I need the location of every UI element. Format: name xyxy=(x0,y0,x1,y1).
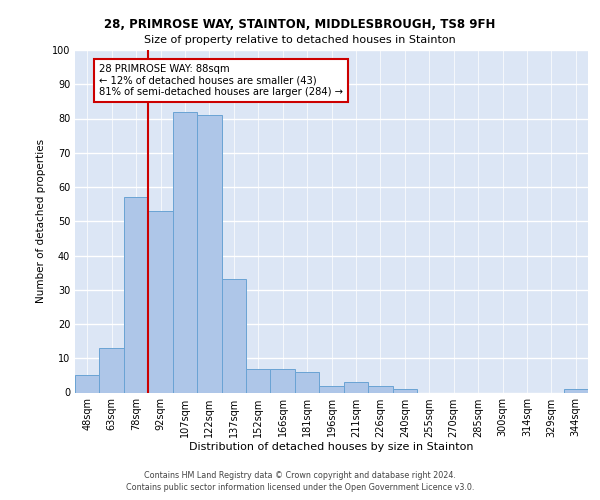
Bar xyxy=(368,386,392,392)
Text: Contains HM Land Registry data © Crown copyright and database right 2024.
Contai: Contains HM Land Registry data © Crown c… xyxy=(126,471,474,492)
Bar xyxy=(148,211,173,392)
Bar xyxy=(75,376,100,392)
Bar xyxy=(124,198,148,392)
Text: 28 PRIMROSE WAY: 88sqm
← 12% of detached houses are smaller (43)
81% of semi-det: 28 PRIMROSE WAY: 88sqm ← 12% of detached… xyxy=(100,64,343,97)
Bar xyxy=(221,280,246,392)
Bar xyxy=(392,389,417,392)
Bar xyxy=(271,368,295,392)
Bar xyxy=(173,112,197,392)
Bar xyxy=(295,372,319,392)
Bar xyxy=(344,382,368,392)
Bar xyxy=(246,368,271,392)
Y-axis label: Number of detached properties: Number of detached properties xyxy=(36,139,46,304)
Text: 28, PRIMROSE WAY, STAINTON, MIDDLESBROUGH, TS8 9FH: 28, PRIMROSE WAY, STAINTON, MIDDLESBROUG… xyxy=(104,18,496,30)
Bar xyxy=(563,389,588,392)
Bar xyxy=(197,115,221,392)
X-axis label: Distribution of detached houses by size in Stainton: Distribution of detached houses by size … xyxy=(189,442,474,452)
Bar xyxy=(319,386,344,392)
Bar xyxy=(100,348,124,393)
Text: Size of property relative to detached houses in Stainton: Size of property relative to detached ho… xyxy=(144,35,456,45)
